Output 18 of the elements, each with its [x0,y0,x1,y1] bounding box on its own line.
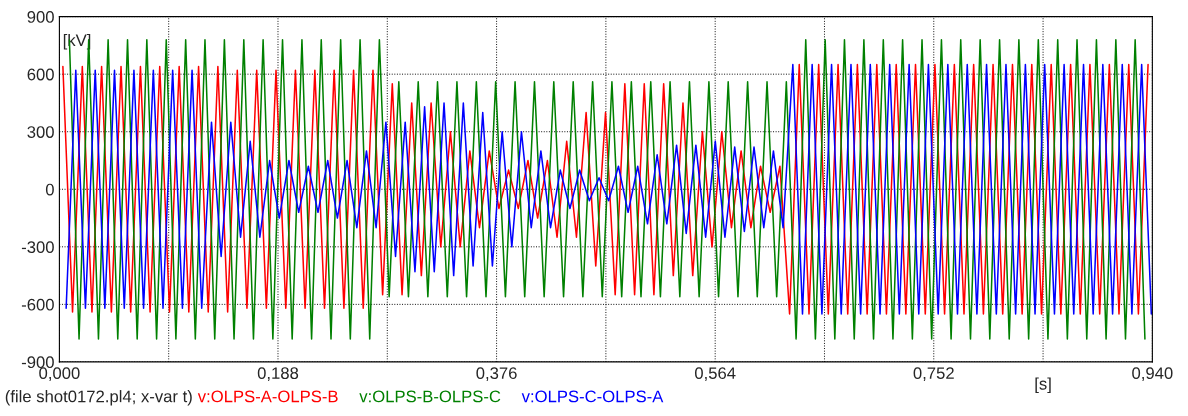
x-tick-label: 0,752 [913,367,954,381]
text: v:OLPS-C-OLPS-A [521,390,664,403]
x-tick-label: 0,376 [476,367,517,381]
text: v:OLPS-A-OLPS-B [197,390,338,403]
text: (file shot0172.pl4; x-var t) [5,390,192,406]
x-axis-title: [s] [1035,377,1051,393]
y-tick-label: 900 [27,11,54,23]
y-tick-label: 300 [27,126,54,138]
x-tick-label: 0,564 [694,367,736,381]
y-tick-label: -600 [21,298,54,311]
y-tick-label: -300 [21,241,54,254]
x-tick-label: 0,188 [257,367,299,381]
y-tick-label: 0 [45,183,54,196]
x-tick-label: 0,940 [1132,367,1173,381]
y-tick-label: -900 [21,356,54,369]
text: v:OLPS-B-OLPS-C [359,390,501,403]
y-tick-label: 600 [27,68,54,81]
x-tick-label: 0,000 [39,367,80,381]
